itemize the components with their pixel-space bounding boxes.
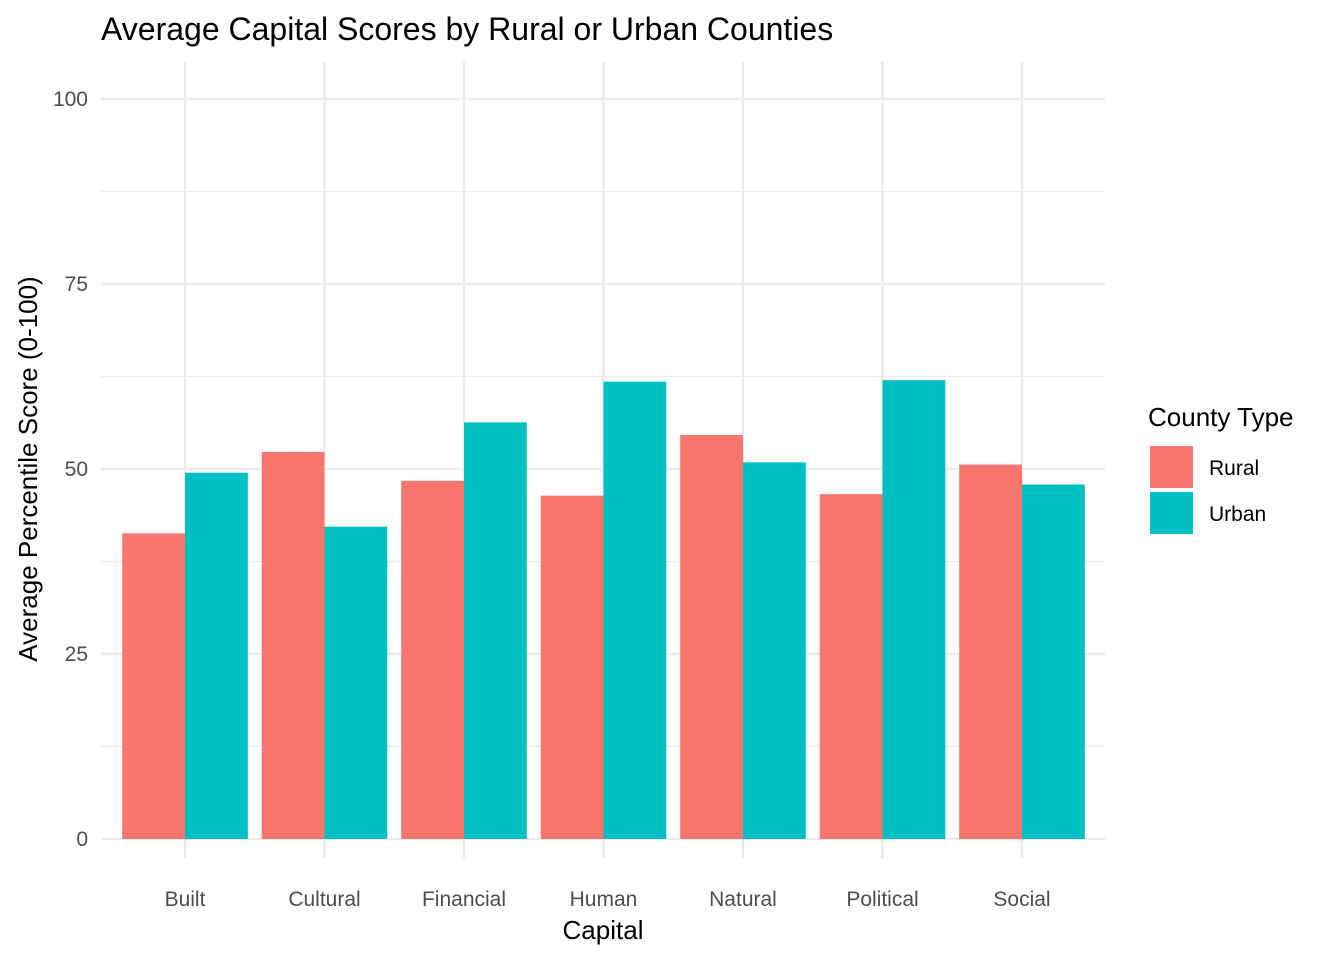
bar-rural-built bbox=[122, 533, 185, 839]
bar-urban-human bbox=[603, 381, 667, 839]
bar-rural-cultural bbox=[261, 451, 325, 839]
y-axis-title: Average Percentile Score (0-100) bbox=[13, 276, 43, 661]
x-tick-label: Social bbox=[993, 888, 1050, 911]
x-tick-label: Built bbox=[165, 888, 206, 911]
bar-rural-political bbox=[819, 494, 883, 839]
bar-rural-financial bbox=[401, 480, 464, 839]
legend-key-urban bbox=[1150, 492, 1193, 534]
legend-key-rural bbox=[1150, 446, 1193, 488]
bars bbox=[122, 380, 1085, 839]
bar-rural-social bbox=[959, 464, 1022, 839]
y-tick-label: 25 bbox=[65, 643, 88, 666]
x-axis-ticks: Built Cultural Financial Human Natural Politi… bbox=[165, 888, 1051, 911]
bar-urban-natural bbox=[743, 462, 806, 839]
legend-title: County Type bbox=[1148, 402, 1294, 432]
bar-urban-built bbox=[185, 472, 248, 839]
y-tick-label: 50 bbox=[65, 458, 88, 481]
legend: County Type Rural Urban bbox=[1148, 402, 1294, 534]
y-tick-label: 0 bbox=[76, 828, 88, 851]
legend-label-urban: Urban bbox=[1209, 503, 1266, 526]
x-tick-label: Political bbox=[846, 888, 918, 911]
bar-urban-cultural bbox=[324, 526, 388, 839]
bar-rural-human bbox=[540, 495, 604, 839]
bar-urban-financial bbox=[464, 422, 527, 839]
bar-urban-political bbox=[882, 380, 946, 839]
y-tick-label: 100 bbox=[53, 88, 88, 111]
y-axis-ticks: 0 25 50 75 100 bbox=[53, 88, 88, 851]
y-tick-label: 75 bbox=[65, 273, 88, 296]
x-tick-label: Natural bbox=[709, 888, 777, 911]
x-tick-label: Cultural bbox=[288, 888, 360, 911]
x-axis-title: Capital bbox=[563, 915, 644, 945]
legend-label-rural: Rural bbox=[1209, 457, 1259, 480]
x-tick-label: Human bbox=[570, 888, 638, 911]
bar-rural-natural bbox=[680, 434, 743, 839]
bar-urban-social bbox=[1022, 484, 1085, 839]
chart-title: Average Capital Scores by Rural or Urban… bbox=[101, 11, 833, 47]
x-tick-label: Financial bbox=[422, 888, 506, 911]
